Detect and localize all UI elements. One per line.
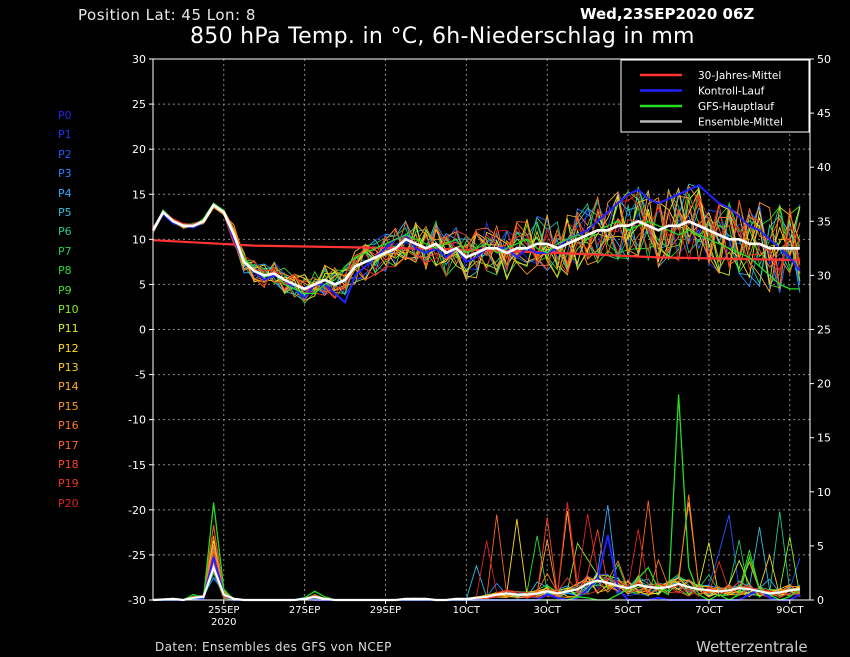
member-temp-line-P18 bbox=[152, 195, 801, 296]
data-source: Daten: Ensembles des GFS von NCEP bbox=[155, 640, 392, 654]
x-tick-label: 7OCT bbox=[695, 605, 723, 616]
y-tick-label-right: 5 bbox=[817, 540, 824, 553]
member-label-p15: P15 bbox=[58, 399, 79, 413]
member-label-p0: P0 bbox=[58, 109, 72, 122]
member-temp-line-P20 bbox=[152, 192, 801, 294]
x-tick-label: 3OCT bbox=[534, 605, 562, 616]
ensemble-mean-temp-line bbox=[151, 203, 800, 291]
member-label-p14: P14 bbox=[58, 380, 79, 394]
page-title: 850 hPa Temp. in °C, 6h-Niederschlag in … bbox=[190, 24, 695, 49]
member-label-p18: P18 bbox=[58, 458, 79, 472]
y-tick-label-left: 20 bbox=[132, 143, 146, 156]
y-tick-label-left: -5 bbox=[135, 369, 146, 382]
y-tick-label-right: 50 bbox=[817, 53, 831, 66]
y-tick-label-left: 30 bbox=[132, 53, 146, 66]
member-label-p20: P20 bbox=[58, 496, 79, 510]
y-tick-label-right: 35 bbox=[817, 215, 831, 228]
ensemble-member-lines bbox=[152, 183, 801, 601]
y-tick-label-right: 10 bbox=[817, 486, 831, 499]
y-tick-label-left: 15 bbox=[132, 188, 146, 201]
x-tick-label: 9OCT bbox=[776, 605, 804, 616]
y-tick-label-right: 20 bbox=[817, 378, 831, 391]
member-list: P0 P1 P2 P3 P4 P5 P6 P7 P8 P9 P10 P11 P12 P13 P14 P15 P1… bbox=[58, 109, 79, 517]
x-tick-label: 25SEP bbox=[208, 605, 239, 616]
x-tick-label: 1OCT bbox=[453, 605, 481, 616]
legend-label: Ensemble-Mittel bbox=[698, 117, 783, 129]
legend-label: Kontroll-Lauf bbox=[698, 86, 765, 98]
position-label: Position Lat: 45 Lon: 8 bbox=[78, 6, 256, 24]
member-label-p1: P1 bbox=[58, 128, 72, 142]
legend-label: GFS-Hauptlauf bbox=[698, 101, 774, 113]
member-label-p8: P8 bbox=[58, 264, 72, 278]
member-label-p6: P6 bbox=[58, 225, 72, 239]
member-label-p3: P3 bbox=[58, 167, 72, 181]
member-label-p5: P5 bbox=[58, 205, 72, 219]
y-tick-label-left: -15 bbox=[128, 459, 146, 472]
member-label-p12: P12 bbox=[58, 341, 79, 355]
y-tick-label-left: 10 bbox=[132, 233, 146, 246]
y-tick-label-right: 45 bbox=[817, 107, 831, 120]
member-label-p9: P9 bbox=[58, 283, 72, 297]
y-tick-label-left: -30 bbox=[128, 594, 146, 607]
axes: 302520151050-5-10-15-20-25-3050454035302… bbox=[128, 53, 831, 628]
plot-frame bbox=[152, 58, 811, 601]
x-tick-label: 5OCT bbox=[614, 605, 642, 616]
x-tick-sublabel: 2020 bbox=[211, 617, 236, 628]
member-label-p4: P4 bbox=[58, 186, 72, 200]
control-run-temp-line bbox=[152, 184, 801, 305]
x-tick-label: 29SEP bbox=[370, 605, 401, 616]
y-tick-label-left: 25 bbox=[132, 98, 146, 111]
member-label-p10: P10 bbox=[58, 302, 79, 316]
brand-label: Wetterzentrale bbox=[696, 638, 808, 656]
y-tick-label-left: 5 bbox=[139, 278, 146, 291]
x-tick-label: 27SEP bbox=[289, 605, 320, 616]
member-label-p16: P16 bbox=[58, 419, 79, 433]
legend: 30-Jahres-Mittel Kontroll-Lauf GFS-Hauptla… bbox=[620, 59, 810, 133]
y-tick-label-left: -25 bbox=[128, 549, 146, 562]
member-label-p11: P11 bbox=[58, 322, 79, 336]
legend-label: 30-Jahres-Mittel bbox=[698, 70, 781, 82]
grid bbox=[153, 59, 810, 600]
y-tick-label-left: 0 bbox=[139, 324, 146, 337]
member-label-p13: P13 bbox=[58, 361, 79, 375]
legend-box bbox=[620, 59, 810, 133]
y-tick-label-right: 40 bbox=[817, 161, 831, 174]
y-tick-label-right: 30 bbox=[817, 269, 831, 282]
run-date: Wed,23SEP2020 06Z bbox=[580, 5, 755, 23]
y-tick-label-left: -10 bbox=[128, 414, 146, 427]
member-label-p2: P2 bbox=[58, 147, 72, 161]
y-tick-label-left: -20 bbox=[128, 504, 146, 517]
member-precip-line-P16 bbox=[152, 494, 801, 601]
member-label-p19: P19 bbox=[58, 477, 79, 491]
member-label-p17: P17 bbox=[58, 438, 79, 452]
y-tick-label-right: 0 bbox=[817, 594, 824, 607]
y-tick-label-right: 15 bbox=[817, 432, 831, 445]
member-temp-line-P19 bbox=[152, 192, 801, 303]
member-precip-line-P11 bbox=[152, 542, 800, 601]
member-label-p7: P7 bbox=[58, 244, 72, 258]
y-tick-label-right: 25 bbox=[817, 324, 831, 337]
